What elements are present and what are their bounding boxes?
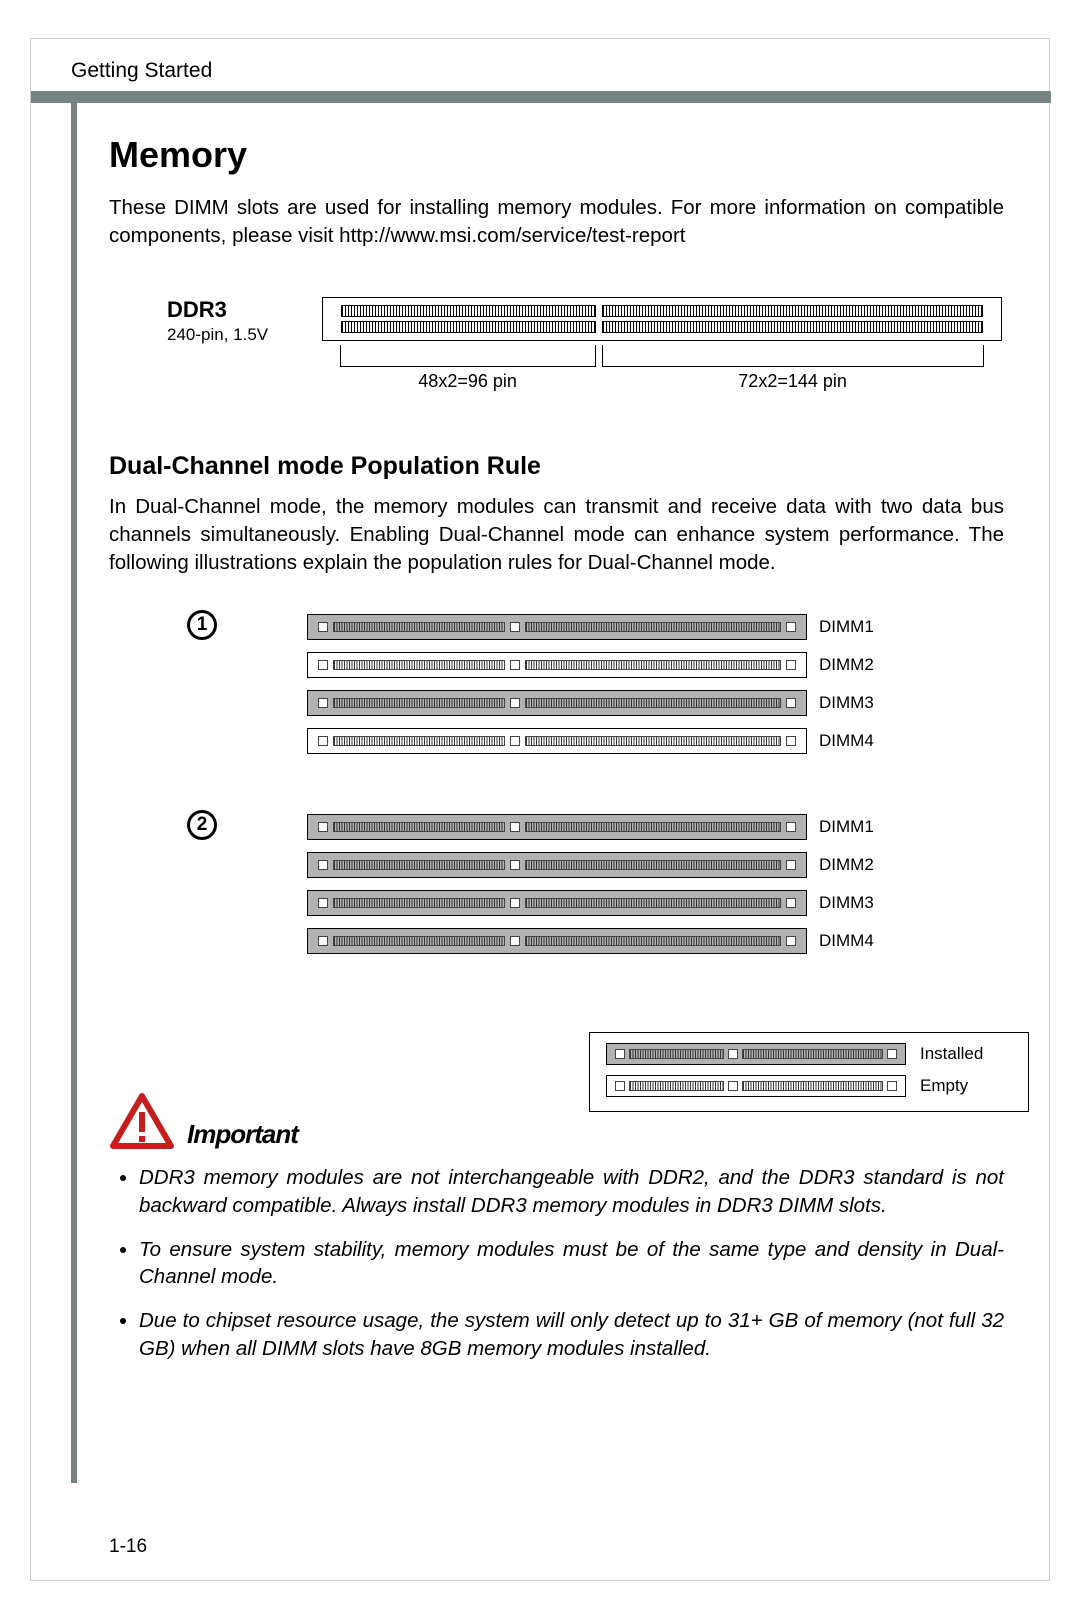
important-item: To ensure system stability, memory modul… xyxy=(139,1236,1004,1291)
important-list: DDR3 memory modules are not interchangea… xyxy=(109,1164,1004,1362)
dimm-slot xyxy=(307,890,807,916)
dimm-label: DIMM4 xyxy=(819,931,874,951)
ddr3-label: DDR3 xyxy=(167,297,322,323)
warning-icon xyxy=(109,1092,175,1150)
dimm-slot xyxy=(307,928,807,954)
dimm-row: DIMM3 xyxy=(307,690,874,716)
intro-text: These DIMM slots are used for installing… xyxy=(109,194,1004,249)
dimm-row: DIMM4 xyxy=(307,928,874,954)
ddr3-slot-outline xyxy=(322,297,1002,341)
pin-segment xyxy=(341,305,596,317)
legend-label-installed: Installed xyxy=(920,1044,983,1064)
pin-segment xyxy=(602,305,983,317)
page-frame: Getting Started Memory These DIMM slots … xyxy=(30,38,1050,1581)
dimm-slot xyxy=(307,690,807,716)
ddr3-sublabel: 240-pin, 1.5V xyxy=(167,325,322,345)
left-rule xyxy=(71,103,77,1483)
dimm-row: DIMM2 xyxy=(307,652,874,678)
dimm-label: DIMM3 xyxy=(819,693,874,713)
header-rule xyxy=(31,91,1051,103)
legend-slot-installed xyxy=(606,1043,906,1065)
dimm-row: DIMM3 xyxy=(307,890,874,916)
legend-slot-empty xyxy=(606,1075,906,1097)
page-title: Memory xyxy=(109,134,1004,176)
dimm-label: DIMM1 xyxy=(819,617,874,637)
dimm-slot xyxy=(307,614,807,640)
dimm-row: DIMM1 xyxy=(307,614,874,640)
dimm-slot xyxy=(307,814,807,840)
dimm-label: DIMM2 xyxy=(819,855,874,875)
dimm-config: 1DIMM1DIMM2DIMM3DIMM4 xyxy=(187,614,1004,754)
important-heading: Important xyxy=(109,1092,1004,1150)
dual-channel-text: In Dual-Channel mode, the memory modules… xyxy=(109,493,1004,576)
subheading: Dual-Channel mode Population Rule xyxy=(109,452,1004,481)
page-number: 1-16 xyxy=(109,1536,147,1558)
content-area: Memory These DIMM slots are used for ins… xyxy=(109,134,1004,1378)
pin-bracket xyxy=(602,345,984,367)
dimm-slot xyxy=(307,652,807,678)
pin-count-label: 72x2=144 pin xyxy=(601,371,984,392)
important-label: Important xyxy=(187,1119,298,1150)
pin-count-label: 48x2=96 pin xyxy=(340,371,595,392)
config-number: 2 xyxy=(187,810,217,840)
section-header: Getting Started xyxy=(71,59,212,83)
config-number: 1 xyxy=(187,610,217,640)
dimm-slot xyxy=(307,852,807,878)
dimm-config: 2DIMM1DIMM2DIMM3DIMM4 xyxy=(187,814,1004,954)
pin-segment xyxy=(602,321,983,333)
dimm-label: DIMM1 xyxy=(819,817,874,837)
pin-segment xyxy=(341,321,596,333)
dimm-label: DIMM3 xyxy=(819,893,874,913)
dimm-label: DIMM2 xyxy=(819,655,874,675)
dimm-slot xyxy=(307,728,807,754)
legend-label-empty: Empty xyxy=(920,1076,968,1096)
ddr3-diagram: DDR3 240-pin, 1.5V xyxy=(167,297,1004,392)
important-item: DDR3 memory modules are not interchangea… xyxy=(139,1164,1004,1219)
pin-bracket xyxy=(340,345,596,367)
dimm-label: DIMM4 xyxy=(819,731,874,751)
dimm-row: DIMM1 xyxy=(307,814,874,840)
important-item: Due to chipset resource usage, the syste… xyxy=(139,1307,1004,1362)
dimm-row: DIMM2 xyxy=(307,852,874,878)
dimm-row: DIMM4 xyxy=(307,728,874,754)
